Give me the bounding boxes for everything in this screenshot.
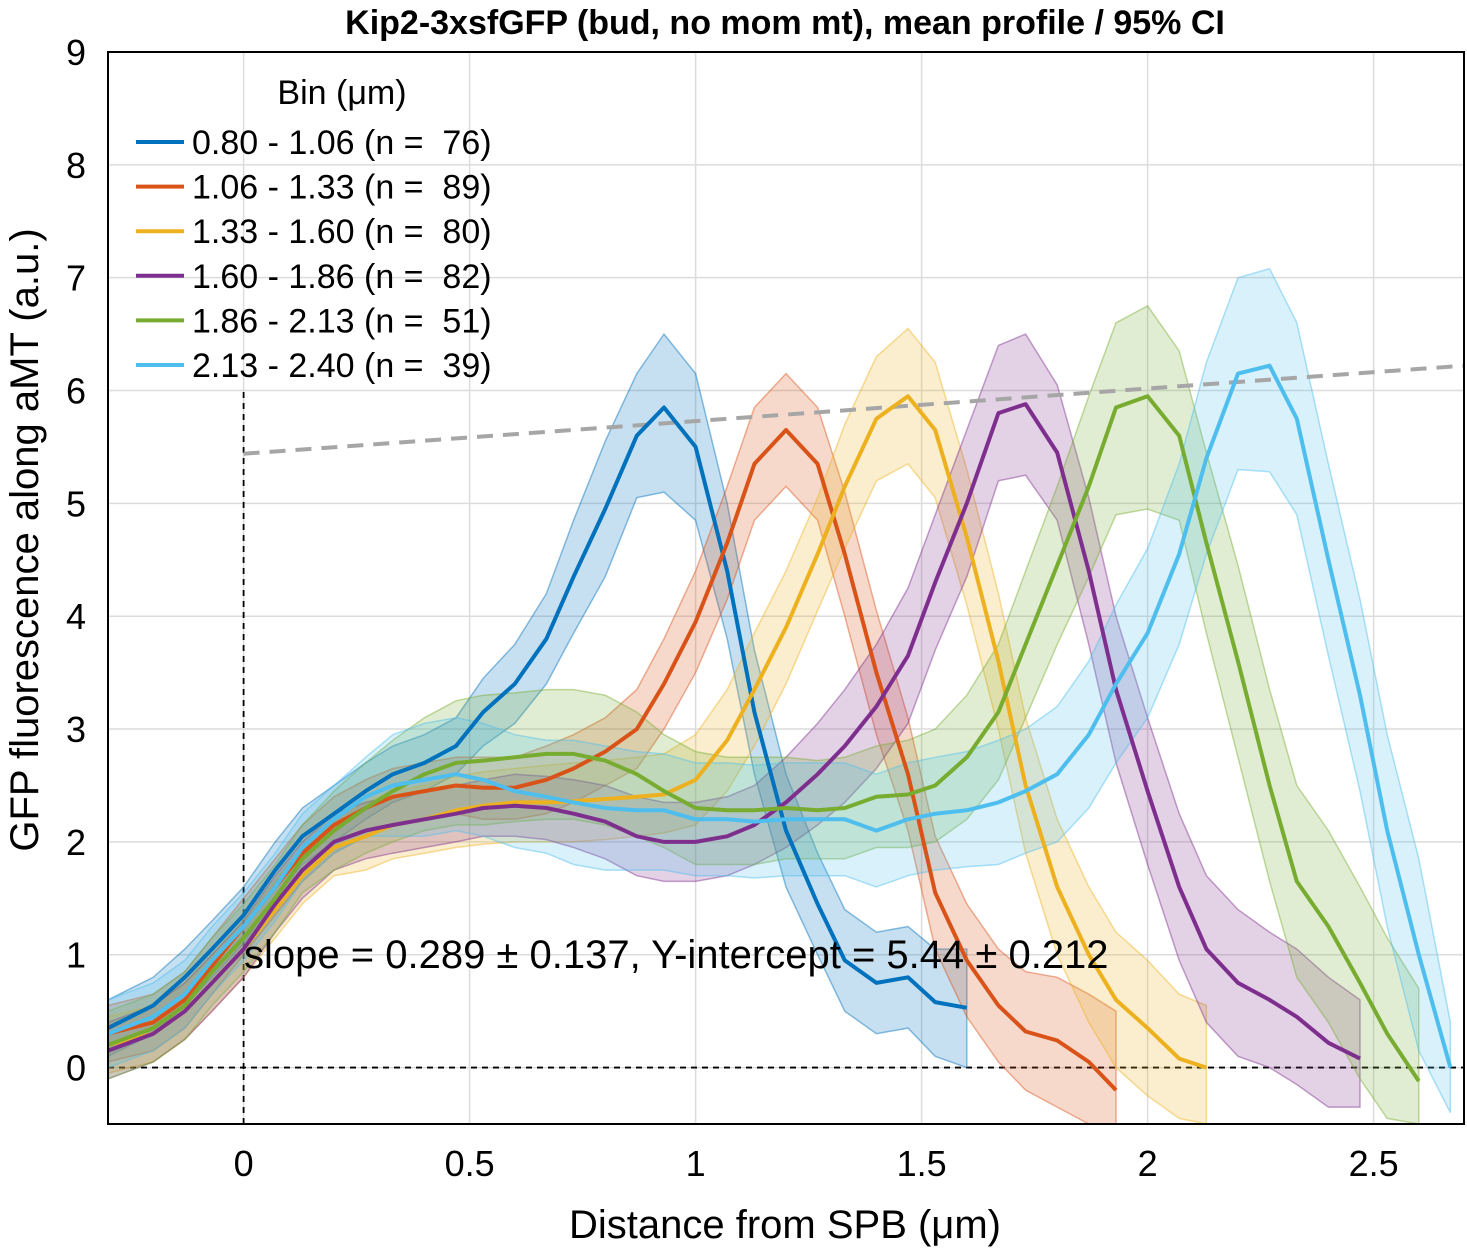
x-tick-label: 1 [686, 1143, 706, 1184]
ci-band-series-6 [107, 267, 1452, 1114]
x-tick-label: 1.5 [897, 1143, 947, 1184]
x-tick-label: 0.5 [445, 1143, 495, 1184]
x-tick-labels: 0 0.5 1 1.5 2 2.5 [234, 1143, 1399, 1184]
legend-label-series-3: 1.33 - 1.60 (n = 80) [192, 213, 492, 251]
y-tick-labels: 0 1 2 3 4 5 6 7 8 9 [66, 32, 86, 1089]
x-tick-label: 0 [234, 1143, 254, 1184]
mean-line-series-5 [107, 394, 1421, 1083]
legend-label-series-1: 0.80 - 1.06 (n = 76) [192, 124, 492, 162]
y-tick-label: 9 [66, 32, 86, 73]
legend-label-series-5: 1.86 - 2.13 (n = 51) [192, 302, 492, 340]
x-axis-label: Distance from SPB (μm) [569, 1203, 1001, 1247]
series-lines [107, 363, 1453, 1092]
legend-label-series-2: 1.06 - 1.33 (n = 89) [192, 169, 492, 207]
x-tick-label: 2.5 [1349, 1143, 1399, 1184]
x-tick-label: 2 [1138, 1143, 1158, 1184]
mean-line-series-6 [107, 363, 1453, 1069]
y-tick-label: 0 [66, 1048, 86, 1089]
fit-annotation: slope = 0.289 ± 0.137, Y-intercept = 5.4… [244, 933, 1109, 977]
y-axis-label: GFP fluorescence along aMT (a.u.) [3, 228, 47, 851]
y-tick-label: 3 [66, 709, 86, 750]
fit-line [243, 363, 1465, 456]
legend-label-series-4: 1.60 - 1.86 (n = 82) [192, 258, 492, 296]
legend: Bin (μm) 0.80 - 1.06 (n = 76) 1.06 - 1.33… [136, 74, 492, 385]
y-tick-label: 1 [66, 935, 86, 976]
y-tick-label: 7 [66, 258, 86, 299]
y-tick-label: 2 [66, 822, 86, 863]
ci-band-series-4 [107, 333, 1361, 1108]
y-tick-label: 4 [66, 596, 86, 637]
chart-title: Kip2-3xsfGFP (bud, no mom mt), mean prof… [345, 4, 1225, 42]
mean-line-series-1 [107, 405, 968, 1030]
y-tick-label: 8 [66, 145, 86, 186]
mean-line-series-4 [107, 402, 1361, 1061]
mean-line-series-3 [107, 394, 1208, 1070]
zero-reference-lines [108, 392, 1464, 1124]
legend-title: Bin (μm) [277, 74, 406, 112]
fit-line-group [243, 363, 1465, 456]
legend-label-series-6: 2.13 - 2.40 (n = 39) [192, 347, 492, 385]
y-tick-label: 5 [66, 483, 86, 524]
plot-frame [107, 51, 1465, 1125]
y-tick-label: 6 [66, 371, 86, 412]
